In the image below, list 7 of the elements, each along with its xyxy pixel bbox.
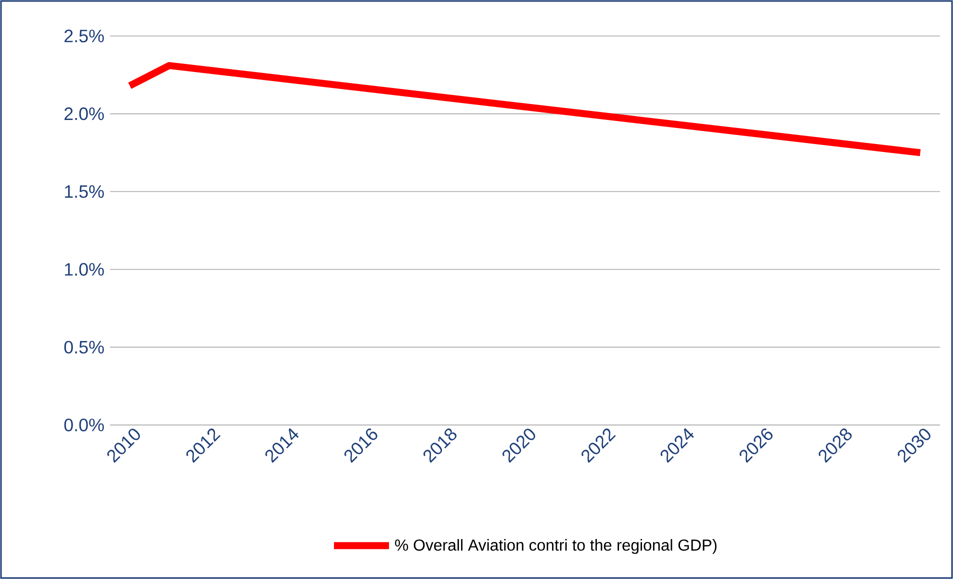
- y-tick-label: 1.0%: [64, 263, 104, 276]
- y-tick-label: 2.5%: [64, 30, 104, 42]
- y-tick-label: 0.5%: [64, 340, 104, 354]
- legend-label: % Overall Aviation contri to the regional GDP): [395, 539, 716, 554]
- y-tick-label: 1.5%: [64, 185, 104, 198]
- y-tick-label: 2.0%: [64, 107, 104, 120]
- y-tick-label: 0.0%: [64, 418, 104, 432]
